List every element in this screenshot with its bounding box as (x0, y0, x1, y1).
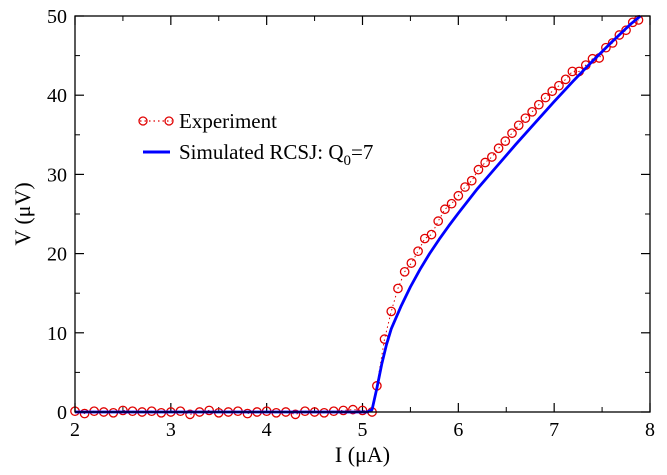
x-axis-label: I (μA) (335, 442, 390, 467)
y-tick-label: 30 (47, 164, 67, 186)
experiment-point (290, 409, 301, 420)
legend-simulated-label-main: Simulated RCSJ: Q (179, 140, 344, 164)
x-tick-label: 3 (166, 419, 176, 441)
experiment-point (540, 92, 551, 103)
y-tick-label: 50 (47, 6, 67, 28)
experiment-point (453, 190, 464, 201)
experiment-point (413, 246, 423, 257)
legend: Experiment Simulated RCSJ: Q0=7 (138, 109, 373, 169)
experiment-point (348, 404, 358, 415)
legend-simulated-label-tail: =7 (351, 140, 373, 164)
experiment-point (204, 405, 215, 416)
experiment-point (338, 405, 349, 416)
y-tick-label: 0 (57, 402, 67, 424)
tick-labels: 2 3 4 5 6 7 8 0 10 20 30 40 50 (47, 6, 655, 441)
x-tick-label: 4 (262, 419, 272, 441)
legend-experiment-marker (164, 116, 174, 126)
experiment-point (426, 229, 437, 240)
x-tick-label: 5 (358, 419, 368, 441)
experiment-point (500, 136, 511, 146)
experiment-point (406, 258, 417, 268)
experiment-point (433, 216, 444, 226)
y-axis-label: V (μV) (10, 182, 35, 245)
experiment-point (79, 408, 90, 419)
experiment-point (185, 409, 195, 420)
experiment-point (242, 408, 253, 419)
experiment-point (627, 17, 638, 28)
experiment-point (460, 182, 470, 192)
experiment-point (466, 175, 477, 186)
experiment-point (601, 42, 611, 53)
experiment-point (440, 204, 450, 215)
plot-area (70, 14, 644, 420)
experiment-point (446, 198, 457, 209)
experiment-point (533, 99, 544, 110)
experiment-dotted-line (74, 19, 639, 415)
experiment-point (621, 25, 631, 36)
experiment-point (480, 157, 491, 168)
legend-simulated-label-subscript: 0 (344, 153, 352, 169)
x-tick-label: 6 (453, 419, 463, 441)
experiment-point (493, 143, 504, 154)
experiment-point (507, 128, 517, 139)
y-tick-label: 10 (47, 323, 67, 345)
experiment-point (399, 266, 410, 277)
experiment-point (513, 120, 524, 131)
legend-experiment-label: Experiment (179, 109, 277, 133)
experiment-point (357, 405, 368, 416)
experiment-point (554, 80, 564, 91)
experiment-point (567, 66, 578, 77)
experiment-point (547, 86, 558, 97)
experiment-point (614, 30, 625, 40)
experiment-point (473, 164, 484, 175)
experiment-point (118, 405, 128, 416)
y-tick-label: 20 (47, 244, 67, 266)
experiment-point (520, 113, 531, 124)
x-tick-label: 7 (549, 419, 559, 441)
experiment-point (386, 306, 397, 317)
x-tick-label: 2 (70, 419, 80, 441)
experiment-point (487, 152, 497, 162)
legend-experiment-marker (138, 116, 148, 126)
y-tick-label: 40 (47, 85, 67, 107)
experiment-point (527, 106, 537, 117)
legend-simulated-label: Simulated RCSJ: Q0=7 (179, 140, 373, 169)
simulated-line (75, 14, 642, 414)
experiment-point (560, 74, 571, 85)
x-tick-label: 8 (645, 419, 655, 441)
plot-frame (74, 15, 651, 413)
experiment-point (607, 38, 618, 48)
experiment-point (393, 283, 403, 294)
